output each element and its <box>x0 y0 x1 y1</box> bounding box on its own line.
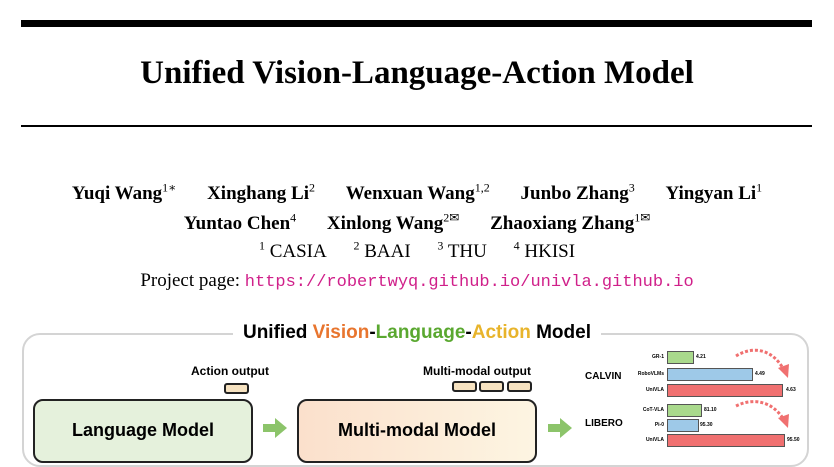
author: Junbo Zhang3 <box>520 181 635 205</box>
bar-label: CoT-VLA <box>642 407 664 413</box>
author: Wenxuan Wang1,2 <box>345 181 490 205</box>
curved-arrow-icon <box>735 400 789 428</box>
bar-label: GR-1 <box>652 354 664 360</box>
project-page: Project page: https://robertwyq.github.i… <box>0 270 834 292</box>
paper-title: Unified Vision-Language-Action Model <box>140 55 694 91</box>
bar-libero-cotvla <box>667 404 702 417</box>
multimodal-token <box>507 381 532 392</box>
language-model-box: Language Model <box>33 399 253 463</box>
author: Yuntao Chen4 <box>183 211 297 235</box>
action-token <box>224 383 249 394</box>
author: Xinghang Li2 <box>207 181 315 205</box>
author: Xinlong Wang2✉ <box>326 211 460 235</box>
right-arrow-icon <box>548 418 572 438</box>
affiliation: 4 HKISI <box>513 239 576 263</box>
bar-value: 4.21 <box>696 354 706 360</box>
title-rule <box>21 125 812 127</box>
author: Yingyan Li1 <box>665 181 763 205</box>
author: Zhaoxiang Zhang1✉ <box>490 211 651 235</box>
right-arrow-icon <box>263 418 287 438</box>
affiliation: 1 CASIA <box>258 239 327 263</box>
curved-arrow-icon <box>735 348 789 378</box>
bar-label: UniVLA <box>645 437 664 443</box>
bar-value: 4.49 <box>755 371 765 377</box>
multimodal-output-label: Multi-modal output <box>423 364 531 378</box>
bar-calvin-robovlms <box>667 368 753 381</box>
action-output-label: Action output <box>191 364 269 378</box>
figure-title: Unified Vision-Language-Action Model <box>0 322 834 344</box>
bar-label: RoboVLMs <box>637 371 664 377</box>
benchmark-calvin-label: CALVIN <box>585 371 622 382</box>
affiliation: 2 BAAI <box>353 239 411 263</box>
bar-value: 81.10 <box>704 407 717 413</box>
affiliations: 1 CASIA 2 BAAI 3 THU 4 HKISI <box>0 239 834 263</box>
bar-label: UniVLA <box>645 387 664 393</box>
multimodal-model-box: Multi-modal Model <box>297 399 537 463</box>
author: Yuqi Wang1∗ <box>71 181 177 205</box>
bar-calvin-univla <box>667 384 783 397</box>
affiliation: 3 THU <box>437 239 487 263</box>
multimodal-token <box>452 381 477 392</box>
author-list-line-2: Yuntao Chen4 Xinlong Wang2✉ Zhaoxiang Zh… <box>0 211 834 235</box>
author-list-line-1: Yuqi Wang1∗ Xinghang Li2 Wenxuan Wang1,2… <box>0 181 834 205</box>
bar-libero-pi0 <box>667 419 699 432</box>
bar-calvin-gr1 <box>667 351 694 364</box>
benchmark-libero-label: LIBERO <box>585 418 623 429</box>
multimodal-token <box>479 381 504 392</box>
bar-libero-univla <box>667 434 785 447</box>
project-url-link[interactable]: https://robertwyq.github.io/univla.githu… <box>244 273 694 292</box>
top-rule <box>21 20 812 27</box>
bar-value: 95.30 <box>700 422 713 428</box>
bar-value: 4.63 <box>786 387 796 393</box>
bar-label: Pi-0 <box>654 422 664 428</box>
project-label: Project page: <box>140 270 241 291</box>
bar-value: 95.50 <box>787 437 800 443</box>
